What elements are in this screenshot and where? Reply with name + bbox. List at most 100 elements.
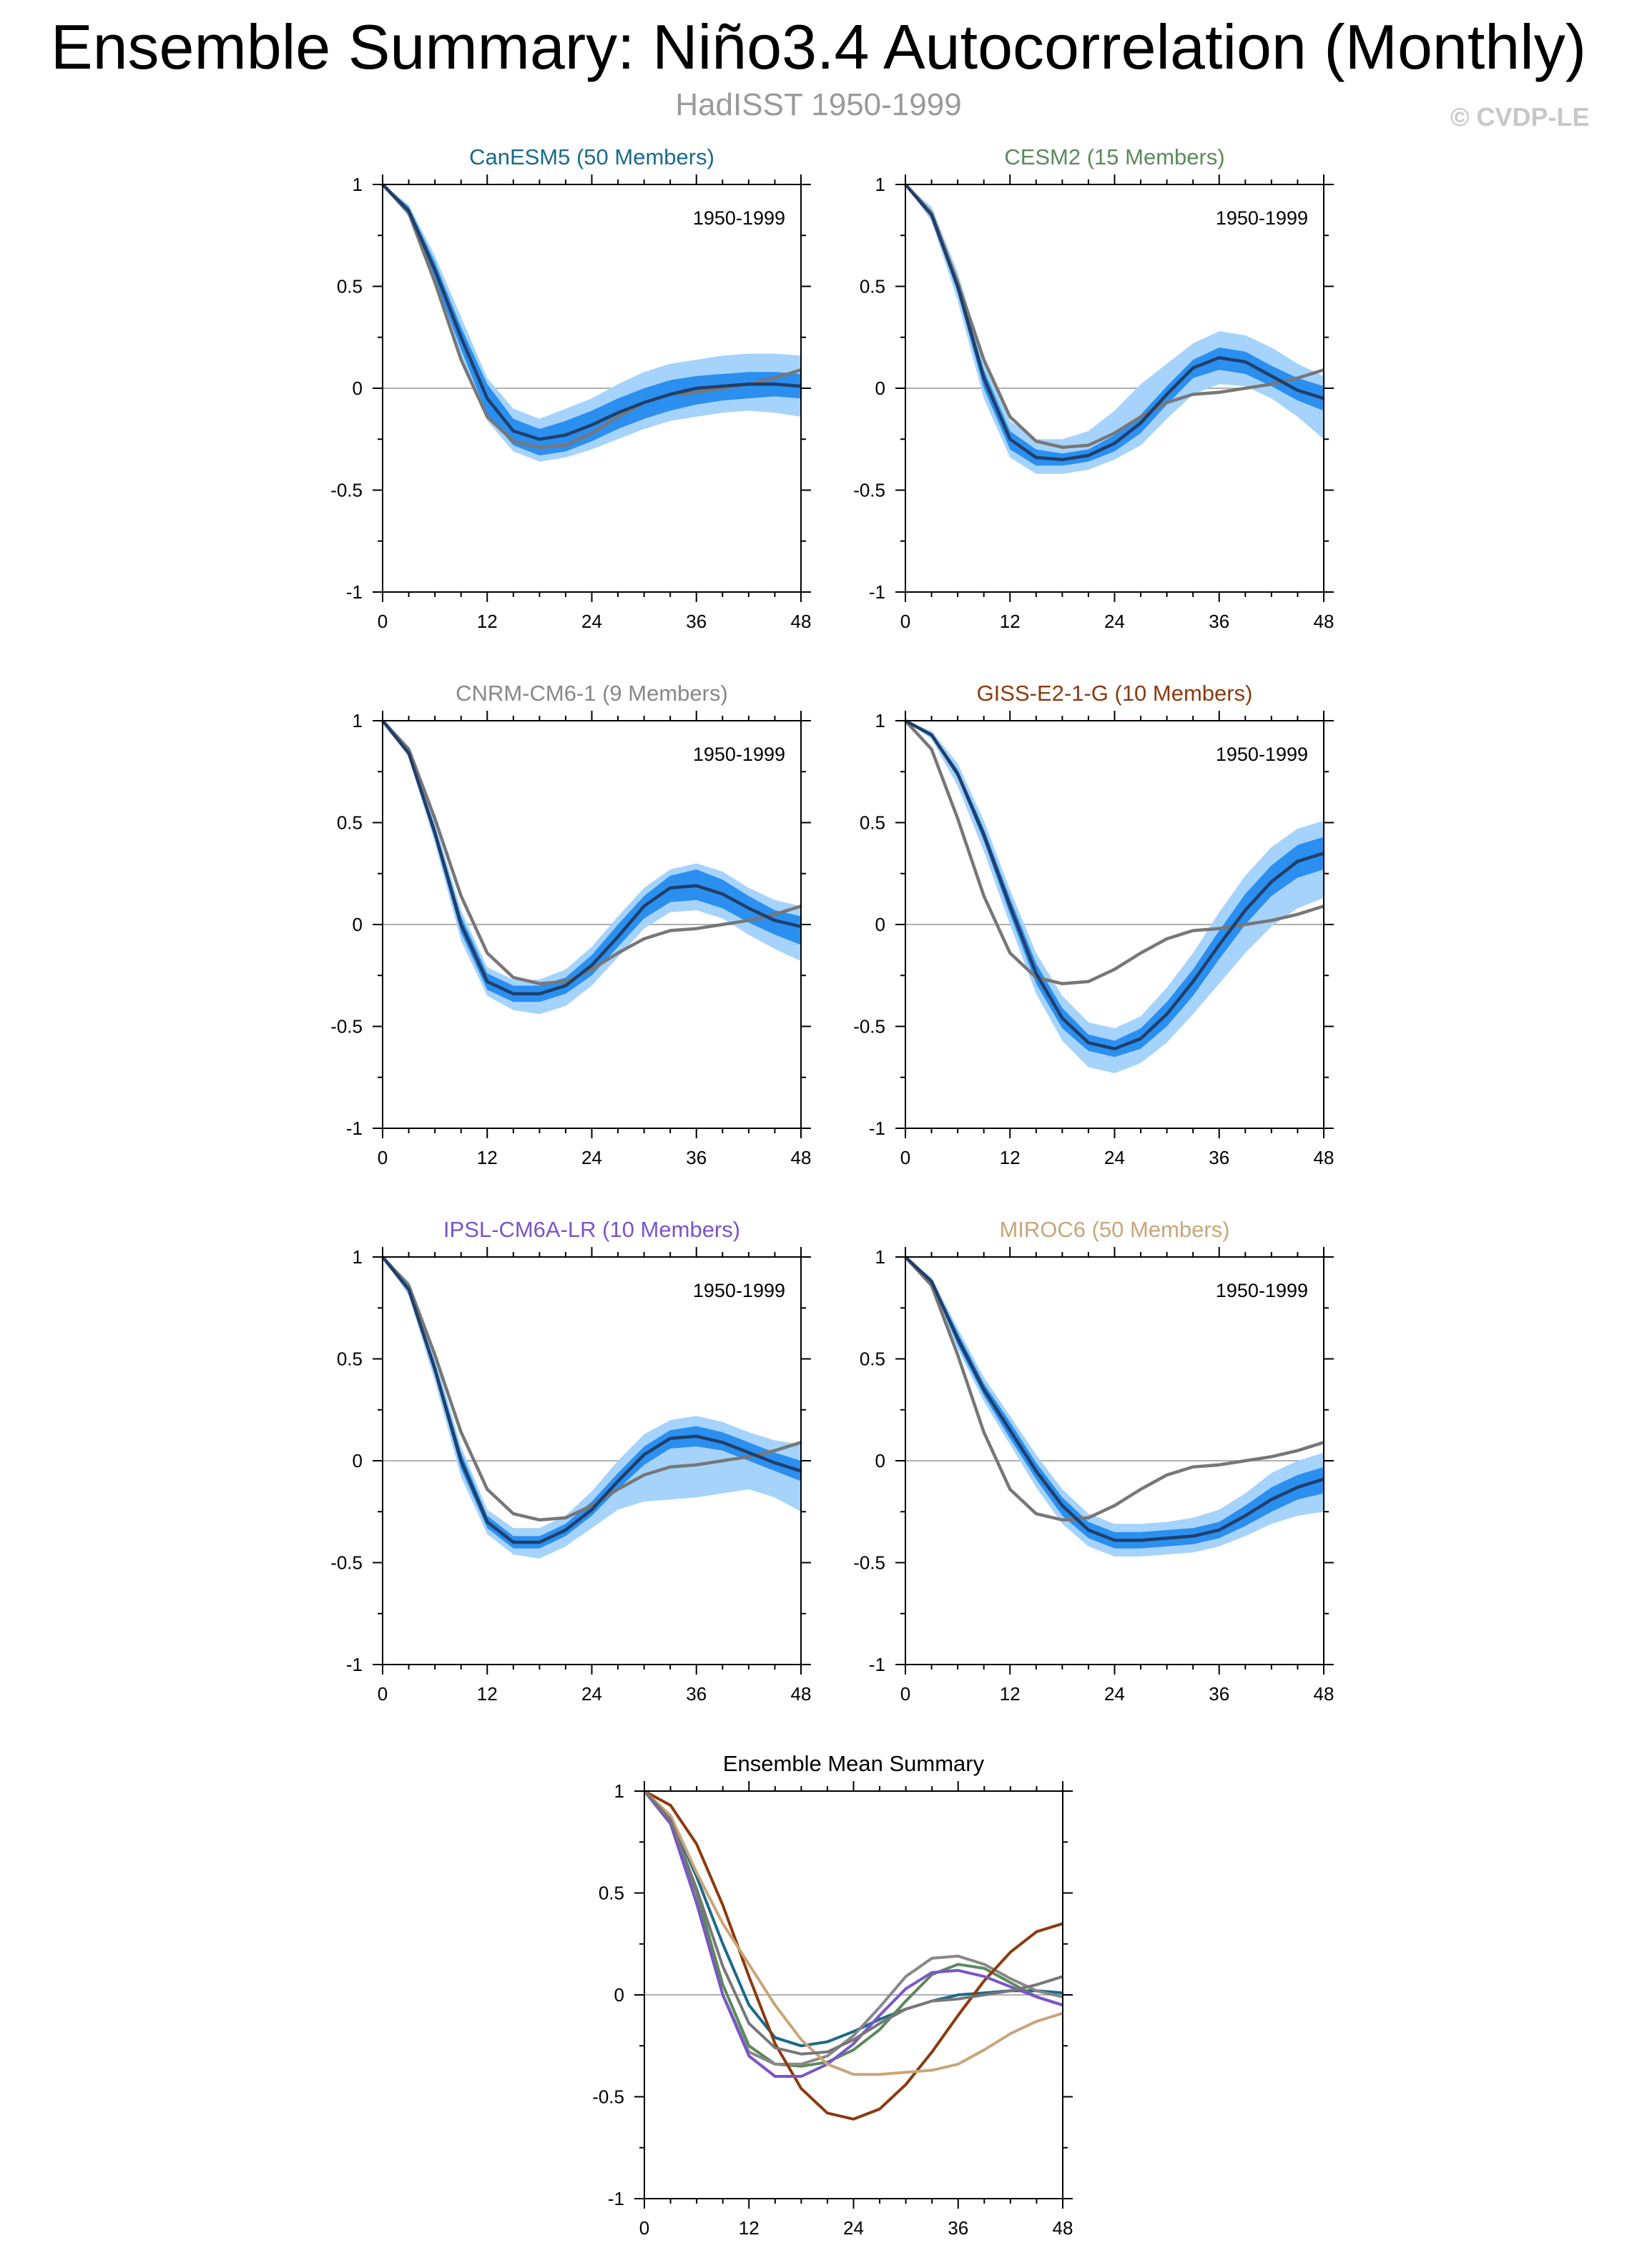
- x-tick-label: 48: [791, 611, 812, 632]
- chart-panel: CESM2 (15 Members) 0 12 24 36 48 1 0.5 0 -0.5 -1 19…: [853, 144, 1334, 632]
- y-tick-label: 0.5: [860, 1349, 885, 1370]
- ensemble-mean-line: [381, 1256, 802, 1544]
- y-tick-label: -1: [869, 581, 885, 603]
- y-tick-label: 0: [875, 914, 885, 935]
- y-tick-label: -1: [869, 1654, 885, 1675]
- y-tick-label: -0.5: [330, 1552, 363, 1574]
- x-tick-label: 36: [686, 611, 707, 632]
- x-tick-label: 0: [900, 1683, 910, 1705]
- period-label: 1950-1999: [693, 1280, 785, 1301]
- y-tick-label: 0: [875, 378, 885, 399]
- x-tick-label: 48: [791, 1147, 812, 1168]
- inner-spread-band: [905, 721, 1324, 1057]
- chart-title: CanESM5 (50 Members): [469, 144, 714, 169]
- y-tick-label: -0.5: [592, 2086, 624, 2108]
- period-label: 1950-1999: [1216, 1280, 1308, 1301]
- x-tick-label: 48: [1053, 2217, 1073, 2239]
- chart-panel: MIROC6 (50 Members) 0 12 24 36 48 1 0.5 0 -0.5 -1 1…: [853, 1217, 1334, 1705]
- x-tick-label: 24: [581, 611, 602, 632]
- x-tick-label: 12: [739, 2217, 759, 2239]
- y-tick-label: 0: [875, 1450, 885, 1471]
- x-tick-label: 36: [948, 2217, 968, 2239]
- chart-title: CNRM-CM6-1 (9 Members): [456, 681, 728, 706]
- x-tick-label: 0: [900, 1147, 910, 1168]
- x-tick-label: 36: [686, 1147, 707, 1168]
- x-tick-label: 36: [1209, 611, 1229, 632]
- y-tick-label: -0.5: [853, 1016, 885, 1037]
- y-tick-label: 0.5: [599, 1883, 624, 1904]
- x-tick-label: 12: [1000, 1147, 1021, 1168]
- chart-title: CESM2 (15 Members): [1004, 144, 1224, 169]
- ensemble-mean-line: [381, 183, 802, 441]
- outer-spread-band: [905, 184, 1324, 474]
- summary-line: [643, 1790, 1063, 2068]
- y-tick-label: 0.5: [337, 812, 363, 834]
- page-title: Ensemble Summary: Niño3.4 Autocorrelatio…: [50, 11, 1587, 82]
- y-tick-label: 0.5: [860, 812, 885, 834]
- chart-panel: CNRM-CM6-1 (9 Members) 0 12 24 36 48 1 0.5 0 -0.5…: [330, 681, 811, 1168]
- y-tick-label: 0: [353, 914, 363, 935]
- y-tick-label: -1: [869, 1118, 885, 1139]
- chart-panel: CanESM5 (50 Members) 0 12 24 36 48 1 0.5 0 -0.5 -1…: [330, 144, 811, 632]
- x-tick-label: 0: [378, 1683, 388, 1705]
- x-tick-label: 24: [581, 1683, 602, 1705]
- y-tick-label: 0: [353, 378, 363, 399]
- y-tick-label: -0.5: [853, 480, 885, 501]
- y-tick-label: 0.5: [337, 276, 363, 297]
- y-tick-label: -1: [346, 1118, 363, 1139]
- x-tick-label: 36: [1209, 1683, 1229, 1705]
- x-tick-label: 0: [639, 2217, 649, 2239]
- x-tick-label: 12: [1000, 611, 1021, 632]
- chart-title: MIROC6 (50 Members): [999, 1217, 1229, 1242]
- chart-title: IPSL-CM6A-LR (10 Members): [443, 1217, 740, 1242]
- x-tick-label: 24: [1104, 1683, 1125, 1705]
- chart-panel: Ensemble Mean Summary 0 12 24 36 48 1 0.5 0 -0.5 -…: [592, 1751, 1073, 2239]
- chart-panel: IPSL-CM6A-LR (10 Members)0 12 24 36 4810.50-…: [330, 1217, 811, 1705]
- y-tick-label: 0.5: [860, 276, 885, 297]
- y-tick-label: 1: [875, 710, 885, 731]
- period-label: 1950-1999: [1216, 207, 1308, 229]
- period-label: 1950-1999: [693, 744, 785, 765]
- y-tick-label: 1: [875, 174, 885, 195]
- y-tick-label: -0.5: [853, 1552, 885, 1574]
- y-tick-label: 0: [353, 1450, 363, 1471]
- x-tick-label: 48: [1314, 1147, 1334, 1168]
- outer-spread-band: [383, 1257, 801, 1559]
- copyright-label: © CVDP-LE: [1450, 102, 1590, 132]
- x-tick-label: 12: [477, 611, 498, 632]
- observed-line: [381, 1256, 802, 1522]
- x-tick-label: 48: [1314, 611, 1334, 632]
- chart-title: Ensemble Mean Summary: [723, 1751, 985, 1776]
- ensemble-mean-line: [904, 719, 1324, 1051]
- x-tick-label: 48: [1314, 1683, 1334, 1705]
- y-tick-label: -1: [346, 581, 363, 603]
- y-tick-label: -0.5: [330, 480, 363, 501]
- x-tick-label: 12: [1000, 1683, 1021, 1705]
- x-tick-label: 0: [900, 611, 910, 632]
- observed-line: [904, 719, 1324, 985]
- summary-line: [644, 1790, 1063, 2121]
- y-tick-label: 1: [353, 1246, 363, 1268]
- x-tick-label: 36: [686, 1683, 707, 1705]
- x-tick-label: 24: [581, 1147, 602, 1168]
- x-tick-label: 12: [477, 1147, 498, 1168]
- y-tick-label: 1: [353, 710, 363, 731]
- period-label: 1950-1999: [1216, 744, 1308, 765]
- y-tick-label: 1: [614, 1780, 624, 1802]
- x-tick-label: 0: [378, 1147, 388, 1168]
- ensemble-mean-line: [904, 1256, 1324, 1542]
- x-tick-label: 36: [1209, 1147, 1229, 1168]
- chart-title: GISS-E2-1-G (10 Members): [977, 681, 1253, 706]
- page-subtitle: HadISST 1950-1999: [675, 87, 962, 122]
- outer-spread-band: [905, 1257, 1324, 1557]
- y-tick-label: 1: [875, 1246, 885, 1268]
- x-tick-label: 0: [378, 611, 388, 632]
- y-tick-label: -1: [346, 1654, 363, 1675]
- chart-panel: GISS-E2-1-G (10 Members) 0 12 24 36 48 1 0.5 0 -0…: [853, 681, 1334, 1168]
- y-tick-label: -1: [608, 2188, 624, 2209]
- ensemble-mean-line: [904, 183, 1324, 462]
- observed-line: [381, 719, 802, 985]
- y-tick-label: 0: [614, 1984, 624, 2006]
- y-tick-label: -0.5: [330, 1016, 363, 1037]
